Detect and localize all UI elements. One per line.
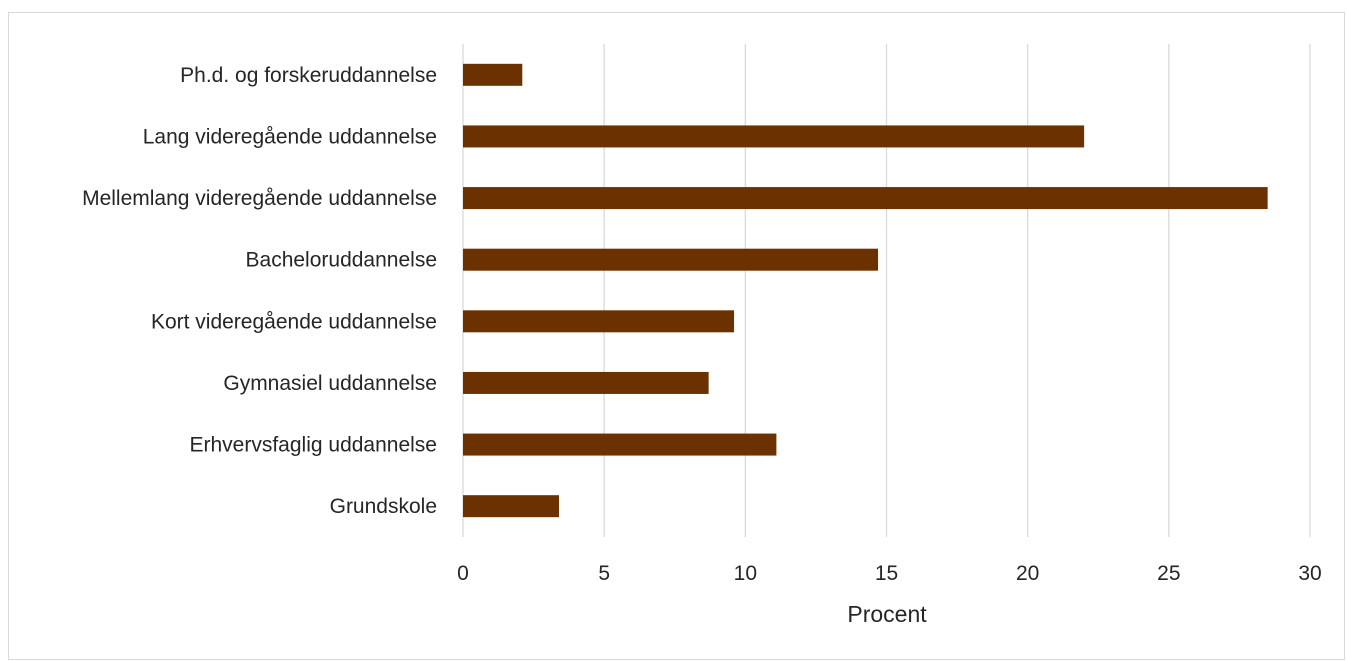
x-tick-label: 0 <box>457 562 469 585</box>
category-label: Grundskole <box>330 495 437 518</box>
bar <box>463 310 735 333</box>
bar <box>463 187 1268 210</box>
bar <box>463 125 1085 148</box>
bar <box>463 371 709 394</box>
chart-frame <box>8 12 1345 660</box>
category-label: Mellemlang videregående uddannelse <box>82 187 437 210</box>
category-label: Kort videregående uddannelse <box>151 310 437 333</box>
category-label: Ph.d. og forskeruddannelse <box>180 64 437 87</box>
gridlines <box>462 44 1311 537</box>
category-label: Erhvervsfaglig uddannelse <box>190 434 438 457</box>
bar <box>463 63 523 86</box>
bar <box>463 433 777 456</box>
x-tick-label: 20 <box>1016 562 1039 585</box>
x-axis-title: Procent <box>847 601 927 627</box>
x-tick-label: 5 <box>598 562 610 585</box>
x-tick-label: 15 <box>875 562 898 585</box>
x-tick-label: 10 <box>734 562 757 585</box>
category-label: Lang videregående uddannelse <box>143 125 437 148</box>
bar <box>463 495 559 518</box>
bar <box>463 248 879 271</box>
category-labels: Ph.d. og forskeruddannelse Lang videregåe… <box>82 64 437 518</box>
bars <box>463 63 1268 518</box>
x-tick-label: 25 <box>1157 562 1180 585</box>
x-tick-label: 30 <box>1298 562 1321 585</box>
x-tick-labels: 0 5 10 15 20 25 30 <box>457 562 1322 585</box>
category-label: Bacheloruddannelse <box>246 249 437 272</box>
category-label: Gymnasiel uddannelse <box>223 372 437 395</box>
